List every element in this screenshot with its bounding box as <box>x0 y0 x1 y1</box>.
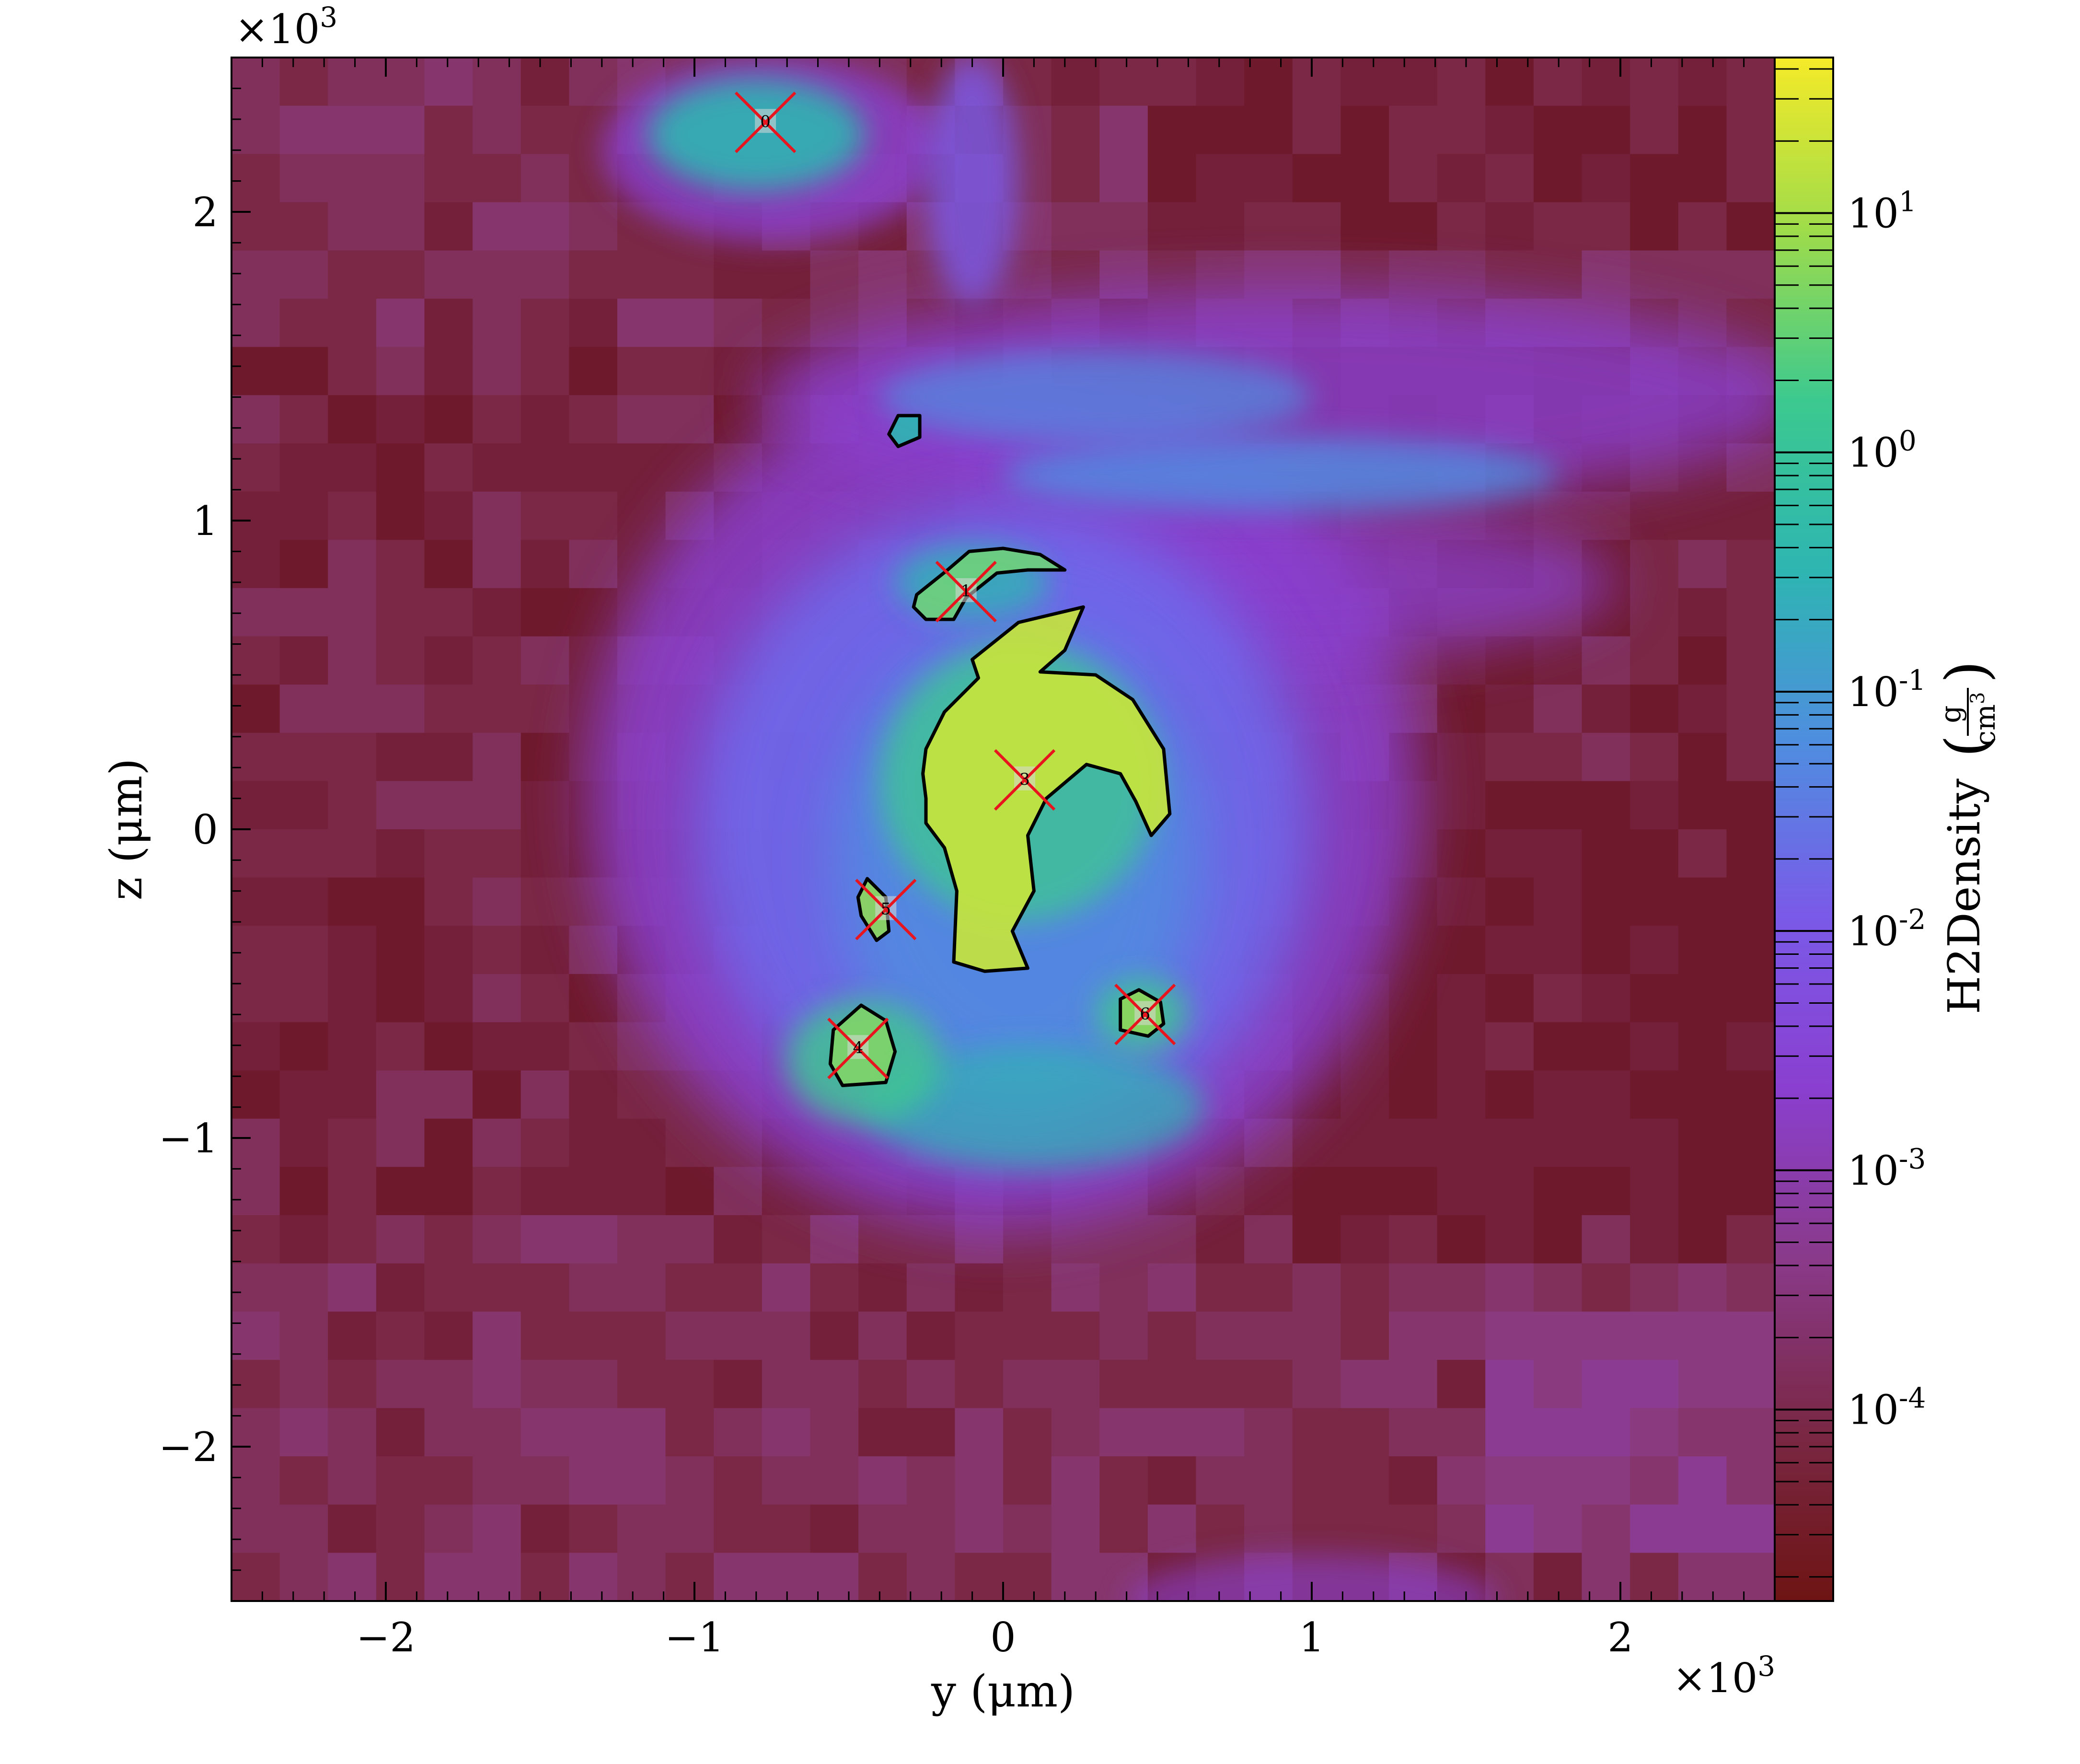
marker-id-label: 5 <box>880 899 891 918</box>
colorbar-unit-num: g <box>1934 705 1967 723</box>
colorbar-unit-den: cm3 <box>1967 692 2001 746</box>
halo-marker: 1 <box>935 560 997 623</box>
halo-marker: 4 <box>827 1018 889 1079</box>
colorbar: 101 100 10-1 10-2 10-3 10-4 H2Density ( g cm3… <box>1774 57 2001 1602</box>
halo-marker: 5 <box>855 879 917 940</box>
halo-markers: 0 1 3 4 5 6 <box>734 92 1176 1079</box>
marker-cross-b <box>734 92 797 153</box>
colorbar-tick-label: 10-1 <box>1848 664 1926 716</box>
density-blob <box>648 79 865 190</box>
y-tick-label: −1 <box>159 1115 218 1162</box>
y-tick-label: 2 <box>193 189 218 236</box>
y-tick-label: 0 <box>193 806 218 853</box>
colorbar-unit-den-base: cm <box>1969 704 2001 746</box>
colorbar-ticks: 101 100 10-1 10-2 10-3 10-4 <box>1775 68 1926 1578</box>
marker-cross-b <box>1114 984 1176 1045</box>
colorbar-paren-right: ) <box>1934 661 2000 683</box>
x-tick-label: −1 <box>665 1614 724 1661</box>
density-blob <box>926 58 1019 305</box>
x-axis-label: y (μm) <box>931 1666 1075 1717</box>
density-contour <box>921 605 1172 973</box>
colorbar-tick-label: 101 <box>1848 185 1917 237</box>
y-tick-label: 1 <box>193 498 218 545</box>
density-field: 0 1 3 4 5 6 <box>231 58 1775 1601</box>
marker-id-label: 3 <box>1019 770 1030 789</box>
marker-cross-b <box>855 879 917 940</box>
marker-cross-b <box>827 1018 889 1079</box>
x-tick-label: 0 <box>990 1614 1016 1661</box>
halo-marker: 0 <box>734 92 797 153</box>
x-tick-label: 1 <box>1299 1614 1324 1661</box>
y-multiplier-exp: 3 <box>320 1 337 34</box>
plot-area: 0 1 3 4 5 6 −2 −1 0 1 2 −2 −1 0 1 2 <box>159 57 1776 1661</box>
y-multiplier-base: ×10 <box>235 6 320 53</box>
halo-marker: 6 <box>1114 984 1176 1045</box>
x-multiplier-exp: 3 <box>1757 1650 1775 1683</box>
density-contours <box>828 414 1172 1087</box>
density-blob <box>864 1045 1204 1169</box>
colorbar-tick-label: 100 <box>1848 425 1917 476</box>
y-tick-label: −2 <box>159 1424 218 1471</box>
density-contour <box>887 414 922 448</box>
marker-id-label: 1 <box>961 581 971 601</box>
x-tick-label: 2 <box>1607 1614 1633 1661</box>
marker-cross-b <box>994 749 1056 811</box>
colorbar-label-text: H2Density <box>1939 778 1990 1014</box>
marker-id-label: 4 <box>853 1038 863 1057</box>
y-ticks: −2 −1 0 1 2 <box>159 57 251 1602</box>
density-contour <box>912 546 1067 621</box>
x-ticks: −2 −1 0 1 2 <box>231 58 1776 1661</box>
halo-marker: 3 <box>994 749 1056 811</box>
y-axis-label: z (μm) <box>101 758 152 901</box>
x-multiplier-base: ×10 <box>1673 1655 1757 1702</box>
colorbar-unit-den-exp: 3 <box>1967 692 1989 704</box>
colorbar-tick-label: 10-2 <box>1848 903 1926 955</box>
colorbar-paren-left: ( <box>1934 735 2000 757</box>
y-axis-multiplier: ×103 <box>235 1 337 53</box>
x-axis-multiplier: ×103 <box>1673 1650 1775 1702</box>
colorbar-tick-label: 10-4 <box>1848 1382 1926 1434</box>
marker-cross-b <box>935 560 997 623</box>
marker-id-label: 0 <box>760 112 771 131</box>
colorbar-tick-label: 10-3 <box>1848 1142 1926 1194</box>
density-blob <box>1003 437 1559 511</box>
colorbar-gradient <box>1774 57 1834 1602</box>
x-tick-label: −2 <box>356 1614 416 1661</box>
colorbar-label: H2Density ( g cm3 ) <box>1934 661 2001 1014</box>
marker-id-label: 6 <box>1140 1004 1150 1023</box>
density-blob <box>1126 1555 1497 1601</box>
density-blob <box>879 350 1312 444</box>
